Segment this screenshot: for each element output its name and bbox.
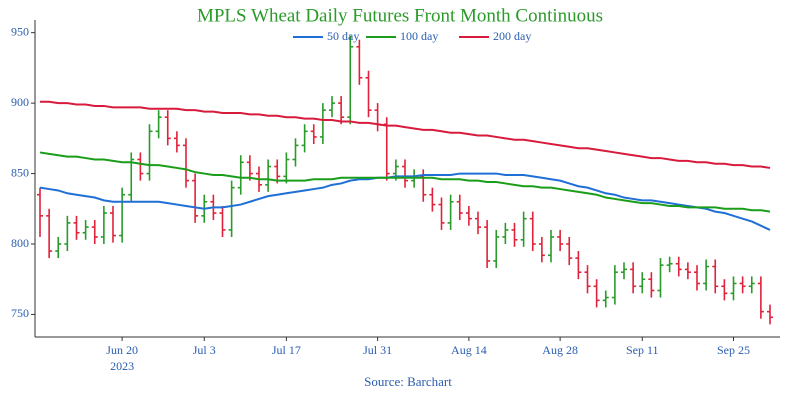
ma-line <box>39 151 771 213</box>
x-tick-label: Jul 3 <box>193 343 216 357</box>
x-tick-label: Aug 28 <box>542 343 578 357</box>
y-tick-label: 800 <box>11 236 29 250</box>
x-tick-label: Sep 25 <box>717 343 750 357</box>
source-note: Source: Barchart <box>364 374 452 389</box>
x-tick-label: 2023 <box>110 359 134 373</box>
ma-line <box>40 100 771 169</box>
ma-line <box>39 172 771 231</box>
legend-label: 200 day <box>493 29 531 43</box>
y-tick-label: 850 <box>11 165 29 179</box>
y-tick-label: 900 <box>11 95 29 109</box>
legend-label: 100 day <box>400 29 438 43</box>
chart-title: MPLS Wheat Daily Futures Front Month Con… <box>197 5 603 26</box>
y-tick-label: 750 <box>11 306 29 320</box>
x-tick-label: Jul 17 <box>272 343 301 357</box>
y-tick-label: 950 <box>11 24 29 38</box>
legend-label: 50 day <box>327 29 359 43</box>
x-tick-label: Aug 14 <box>451 343 487 357</box>
x-tick-label: Jul 31 <box>363 343 392 357</box>
x-tick-label: Sep 11 <box>626 343 659 357</box>
x-tick-label: Jun 20 <box>106 343 138 357</box>
